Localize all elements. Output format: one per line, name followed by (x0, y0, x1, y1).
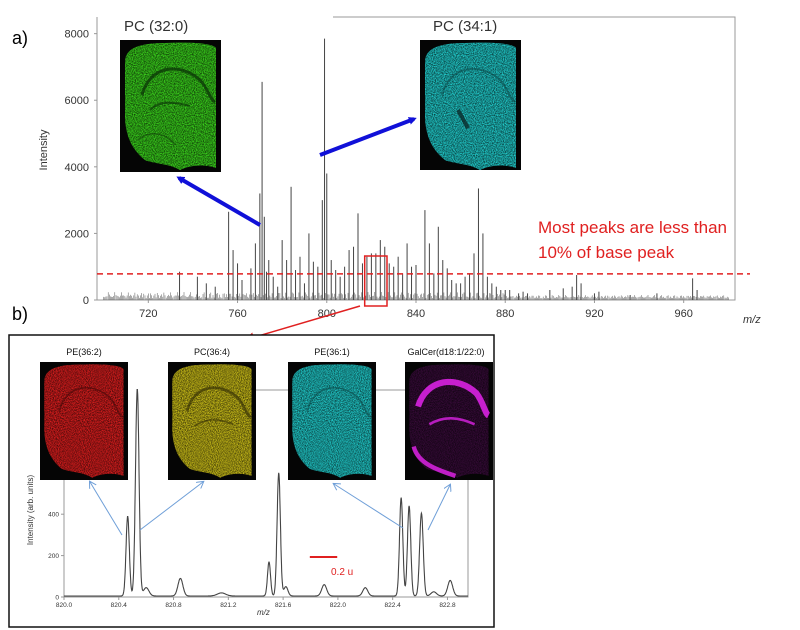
zoom-connector-arrow (244, 305, 361, 343)
panel-b-x-tick-label: 820.8 (165, 602, 182, 609)
panel-b-x-tick-label: 822.0 (330, 602, 347, 609)
inset-image-pc-32-0 (120, 40, 221, 172)
panel-a-y-tick-label: 6000 (65, 95, 89, 107)
panel-b-x-tick-label: 821.6 (275, 602, 292, 609)
panel-a-x-axis-label: m/z (743, 314, 761, 326)
panel-a-y-tick-label: 2000 (65, 228, 89, 240)
panel-a-x-tick-label: 720 (139, 308, 157, 320)
panel-b-y-axis-label: Intensity (arb. units) (26, 475, 35, 546)
inset-label-galcer: GalCer(d18:1/22:0) (407, 347, 484, 357)
inset-image-pc-36-4 (168, 362, 256, 480)
panel-b-x-axis-label: m/z (257, 608, 270, 617)
panel-a-axes (96, 16, 736, 301)
panel-b-x-tick-label: 821.2 (220, 602, 237, 609)
inset-label-pe-36-2: PE(36:2) (66, 347, 102, 357)
annotation-line-2: 10% of base peak (538, 243, 675, 262)
arrow-to-pe-36-1 (334, 484, 404, 529)
scale-bar-label: 0.2 u (331, 567, 353, 578)
panel-b-label: b) (12, 304, 28, 324)
panel-b-y-tick-label: 400 (48, 512, 59, 519)
panel-a-label: a) (12, 28, 28, 48)
panel-b: b) 820.0 820.4 820.8 821.2 821.6 822.0 822.4 82… (8, 304, 495, 628)
inset-label-pc-36-4: PC(36:4) (194, 347, 230, 357)
inset-label-pc-32-0: PC (32:0) (124, 18, 188, 35)
panel-a-x-tick-label: 960 (675, 308, 693, 320)
arrow-to-pe-36-2 (90, 482, 123, 536)
panel-b-y-tick-label: 0 (55, 595, 59, 602)
panel-a-x-tick-label: 840 (407, 308, 425, 320)
panel-b-x-tick-label: 822.8 (439, 602, 456, 609)
panel-b-x-tick-label: 820.4 (111, 602, 128, 609)
arrow-to-pc-36-4 (139, 482, 203, 531)
panel-b-axes (63, 389, 469, 598)
brain-image-green (125, 42, 216, 171)
inset-image-pc-34-1 (420, 40, 521, 171)
panel-b-plot-frame (63, 389, 469, 598)
panel-b-x-tick-label: 820.0 (56, 602, 73, 609)
panel-a-y-tick-label: 8000 (65, 29, 89, 41)
panel-a-x-tick-label: 880 (496, 308, 514, 320)
arrow-to-pc-32-0 (176, 176, 262, 227)
panel-a-y-tick-labels: 0 2000 4000 6000 8000 (65, 29, 97, 307)
panel-a-y-axis-label: Intensity (38, 129, 50, 170)
zoom-region-box (363, 255, 388, 307)
inset-label-pc-34-1: PC (34:1) (433, 18, 497, 35)
panel-a: a) 720 760 800 840 880 920 960 020004000600080… (12, 16, 761, 326)
panel-b-x-tick-labels: 820.0 820.4 820.8 821.2 821.6 822.0 822.4 822.8 (56, 597, 456, 609)
panel-b-x-tick-label: 822.4 (385, 602, 402, 609)
inset-image-galcer (405, 362, 493, 480)
panel-a-x-tick-labels: 720 760 800 840 880 920 960 (139, 300, 693, 320)
inset-label-pe-36-1: PE(36:1) (314, 347, 350, 357)
panel-b-y-tick-label: 200 (48, 553, 59, 560)
panel-a-frame (96, 16, 736, 301)
arrow-to-galcer (427, 485, 450, 531)
panel-a-peaks (103, 38, 729, 300)
panel-a-x-tick-label: 920 (585, 308, 603, 320)
panel-b-spectrum-line (64, 388, 468, 597)
panel-a-y-tick-label: 4000 (65, 162, 89, 174)
inset-image-pe-36-1 (288, 362, 376, 480)
brain-image-cyan (425, 42, 516, 171)
arrow-to-pc-34-1 (319, 117, 417, 157)
panel-a-y-tick-label: 0 (83, 295, 89, 307)
annotation-line-1: Most peaks are less than (538, 218, 727, 237)
panel-a-x-tick-label: 760 (228, 308, 246, 320)
inset-image-pe-36-2 (40, 362, 128, 480)
